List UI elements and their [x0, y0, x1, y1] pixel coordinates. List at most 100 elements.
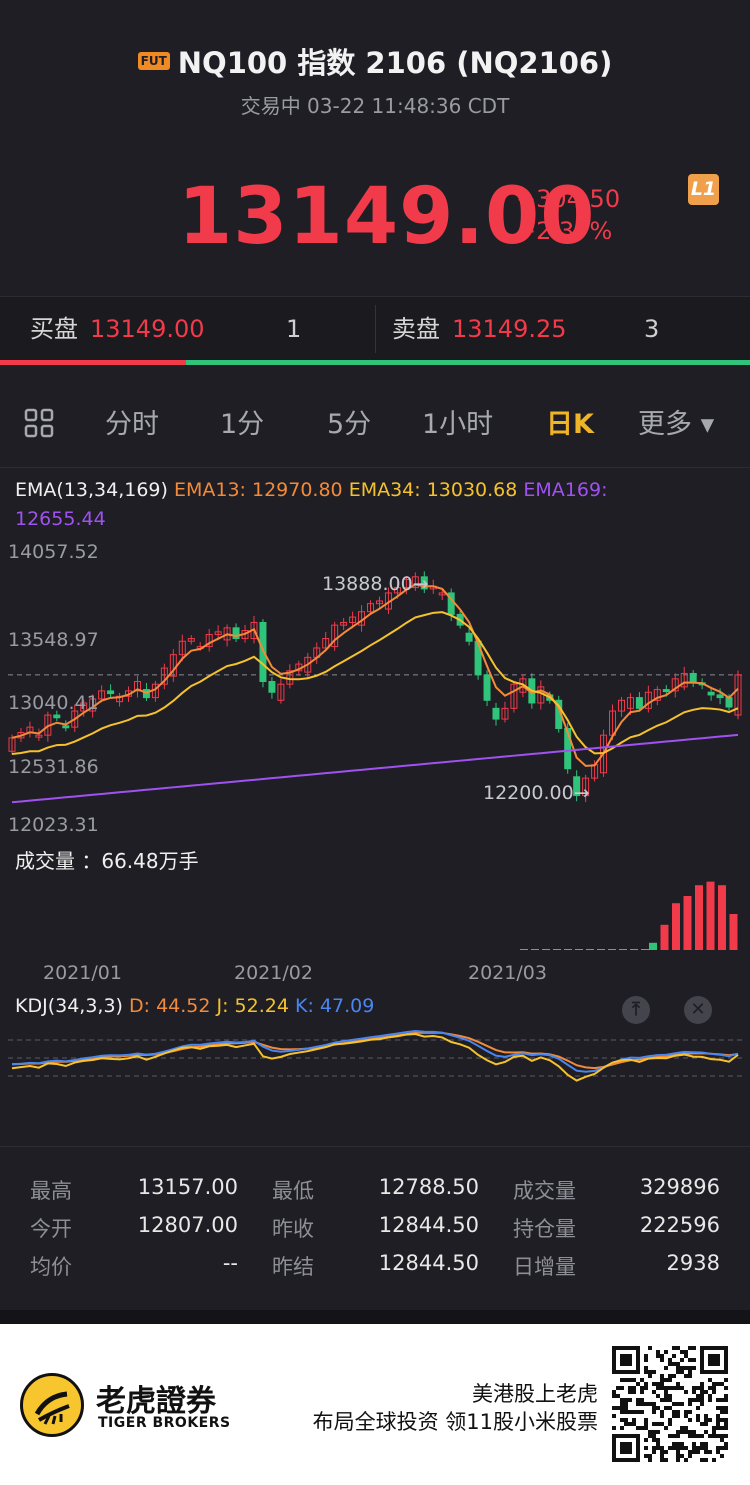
candle-body: [349, 616, 357, 623]
kdj-name: KDJ(34,3,3): [15, 995, 123, 1017]
change-percent: +2.37%: [516, 217, 613, 245]
volume-bar-min: [630, 949, 638, 950]
tab-1hour[interactable]: 1小时: [422, 409, 494, 440]
volume-bar-min: [542, 949, 550, 950]
candle-body: [617, 699, 625, 712]
high-marker: 13888.00→: [322, 573, 429, 595]
promo-line-1: 美港股上老虎: [472, 1382, 598, 1406]
volume-bar-min: [619, 949, 627, 950]
tab-more[interactable]: 更多 ▾: [638, 409, 715, 440]
stat-label: 成交量: [513, 1179, 576, 1203]
qr-code-icon[interactable]: [612, 1346, 728, 1462]
ask-volume-bar: [186, 360, 750, 365]
stat-label: 最低: [272, 1179, 314, 1203]
pin-top-icon[interactable]: ⤒: [622, 996, 650, 1024]
kdj-k-line: [11, 1030, 739, 1073]
candlestick-chart[interactable]: [0, 0, 750, 1146]
candle-body: [420, 576, 428, 590]
stat-label: 均价: [30, 1255, 72, 1279]
volume-bar-min: [641, 949, 649, 950]
bidask-divider: [375, 305, 376, 353]
candle-body: [304, 656, 312, 673]
stat-value: 12844.50: [378, 1213, 479, 1237]
volume-bar: [695, 885, 703, 950]
date-label-mar: 2021/03: [468, 962, 547, 984]
stats-panel: 最高 13157.00 最低 12788.50 成交量 329896 今开 12…: [0, 1146, 750, 1310]
candle-body: [510, 683, 518, 709]
page-title: FUT NQ100 指数 2106 (NQ2106): [0, 40, 750, 82]
ema-legend: EMA(13,34,169) EMA13: 12970.80 EMA34: 13…: [15, 476, 735, 534]
y-label-2: 13548.97: [8, 629, 99, 651]
volume-bar-min: [553, 949, 561, 950]
candle-body: [716, 694, 724, 699]
candle-body: [483, 674, 491, 701]
candle-body: [205, 634, 213, 648]
candle-body: [35, 734, 43, 738]
volume-bar: [706, 881, 715, 950]
stat-label: 最高: [30, 1179, 72, 1203]
ema-name: EMA(13,34,169): [15, 479, 168, 501]
tab-1min[interactable]: 1分: [220, 409, 265, 440]
date-label-jan: 2021/01: [43, 962, 122, 984]
level1-badge[interactable]: L1: [688, 174, 719, 205]
stat-value: 12788.50: [378, 1175, 479, 1199]
candle-body: [671, 678, 679, 692]
ask-qty: 3: [644, 315, 660, 343]
tab-5min[interactable]: 5分: [327, 409, 372, 440]
volume-bar-min: [520, 949, 528, 950]
volume-bar: [672, 903, 680, 950]
stat-label: 持仓量: [513, 1217, 576, 1241]
ema34-line: [11, 611, 739, 755]
ema169-line: [11, 733, 739, 804]
volume-bar-min: [597, 949, 605, 950]
candle-body: [223, 627, 231, 641]
bid-ask-panel: 买盘 13149.00 1 卖盘 13149.25 3: [0, 296, 750, 360]
ask-price: 13149.25: [452, 315, 567, 343]
candle-body: [340, 621, 348, 626]
bid-label: 买盘: [30, 315, 78, 343]
candle-body: [465, 632, 473, 642]
stat-value: --: [222, 1251, 238, 1275]
stat-value: 222596: [639, 1213, 720, 1237]
candle-body: [62, 725, 70, 729]
volume-bar-min: [575, 949, 583, 950]
y-label-4: 12531.86: [8, 756, 99, 778]
y-label-5: 12023.31: [8, 814, 99, 836]
stats-row: 最高 13157.00 最低 12788.50 成交量 329896: [0, 1175, 750, 1213]
ema13-line: [11, 583, 739, 767]
close-indicator-icon[interactable]: ✕: [684, 996, 712, 1024]
volume-label: 成交量 ：66.48万手: [15, 849, 199, 873]
candle-body: [277, 683, 285, 701]
candle-body: [411, 576, 419, 589]
ask-side: 卖盘 13149.25: [392, 297, 567, 361]
ema13-value: EMA13: 12970.80: [173, 479, 343, 501]
layout-grid-icon[interactable]: [24, 408, 54, 438]
tab-intraday[interactable]: 分时: [105, 409, 159, 440]
candle-body: [232, 627, 240, 640]
stat-value: 329896: [639, 1175, 720, 1199]
tiger-logo-icon: [20, 1373, 84, 1437]
trading-status: 交易中 03-22 11:48:36 CDT: [240, 94, 510, 118]
candle-body: [53, 714, 61, 719]
fut-badge: FUT: [137, 52, 170, 70]
tab-daily[interactable]: 日K: [546, 409, 594, 440]
stat-value: 12844.50: [378, 1251, 479, 1275]
ask-label: 卖盘: [392, 315, 440, 343]
candle-body: [80, 702, 88, 712]
section-divider: [0, 1310, 750, 1324]
stat-label: 日增量: [513, 1255, 576, 1279]
candle-body: [564, 727, 572, 770]
candle-body: [402, 579, 410, 589]
kdj-legend: KDJ(34,3,3) D: 44.52 J: 52.24 K: 47.09: [15, 995, 374, 1017]
y-label-3: 13040.41: [8, 692, 99, 714]
volume-bar-min: [608, 949, 616, 950]
volume-bar: [683, 896, 692, 950]
volume-bar-min: [564, 949, 572, 950]
candle-body: [635, 697, 643, 709]
promo-line-2: 布局全球投资 领11股小米股票: [312, 1410, 598, 1434]
kdj-j: J: 52.24: [216, 995, 289, 1017]
stat-value: 12807.00: [137, 1213, 238, 1237]
promo-footer: 老虎證券 TIGER BROKERS 美港股上老虎 布局全球投资 领11股小米股…: [0, 1324, 750, 1485]
candle-body: [107, 690, 115, 695]
candle-body: [573, 776, 581, 797]
